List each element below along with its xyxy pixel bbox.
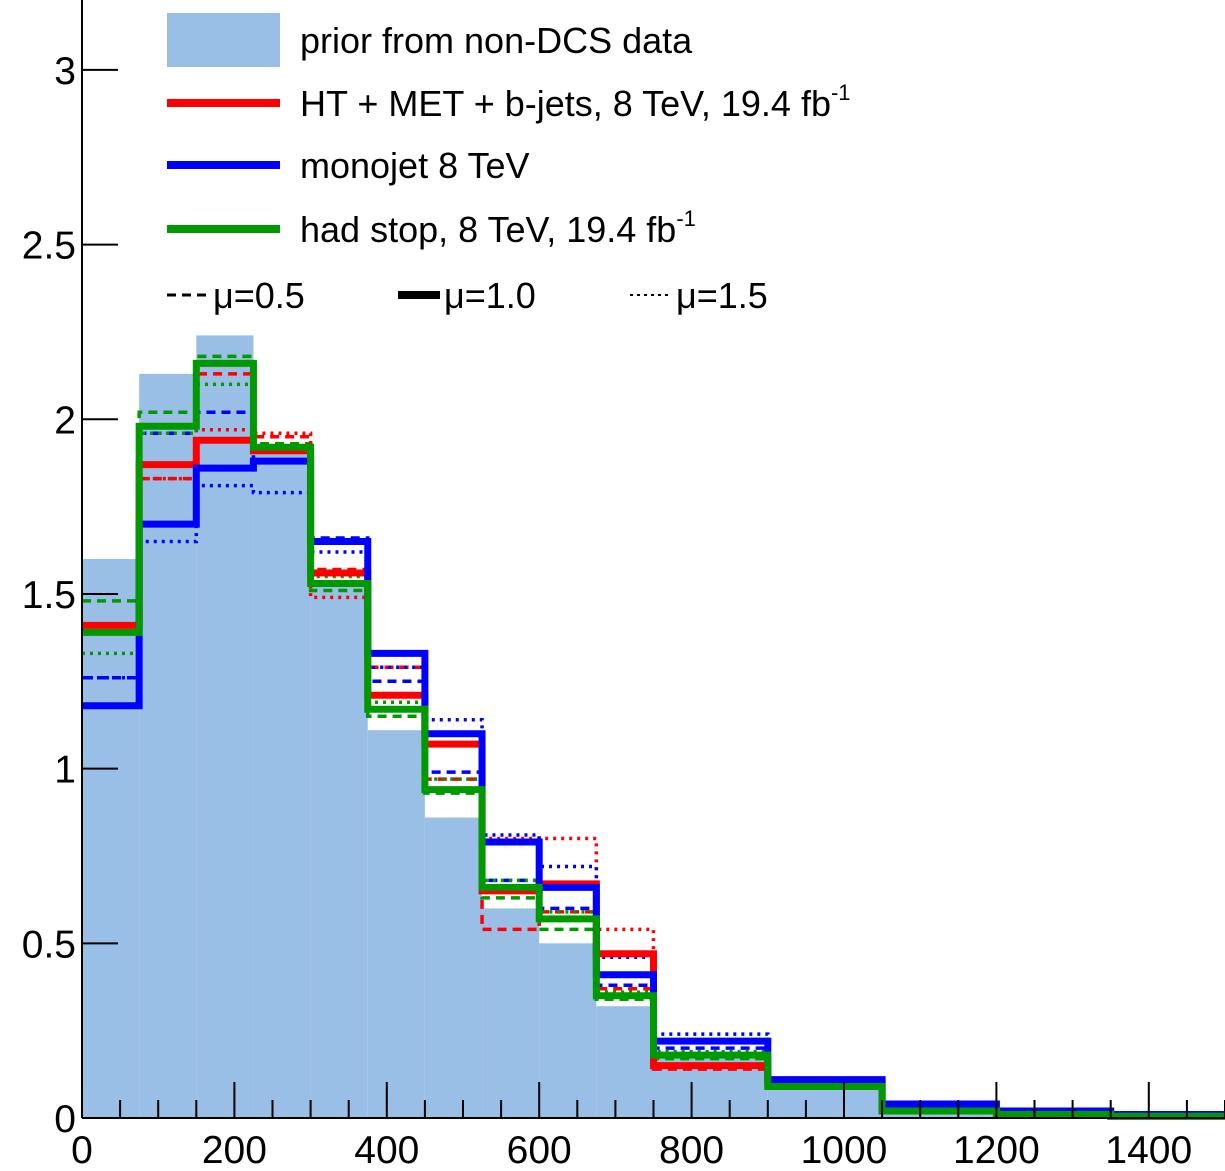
prior-bar <box>139 373 197 1118</box>
x-tick-label: 800 <box>659 1129 724 1171</box>
legend-label: prior from non-DCS data <box>300 20 693 61</box>
mu-legend-label: μ=1.0 <box>444 275 536 316</box>
prior-bar <box>196 335 254 1118</box>
y-tick-label: 1 <box>54 749 76 792</box>
legend: prior from non-DCS data HT + MET + b-jets… <box>167 13 851 316</box>
prior-bar <box>424 817 483 1118</box>
legend-swatch-prior <box>167 13 280 67</box>
mu-legend-label: μ=0.5 <box>213 275 305 316</box>
prior-histogram <box>82 335 1225 1118</box>
series-line-mu-1.5-0000ff <box>82 483 1225 1117</box>
prior-bar <box>596 1006 654 1118</box>
prior-bar <box>367 730 425 1118</box>
series-line-mu-1.5-009900 <box>82 382 1225 1118</box>
y-tick-label: 2.5 <box>22 225 76 268</box>
y-tick-label: 2 <box>54 399 76 442</box>
prior-bar <box>310 579 368 1118</box>
series-line-mu-1.0-009900 <box>82 359 1225 1120</box>
y-tick-label: 3 <box>54 50 76 93</box>
legend-label: monojet 8 TeV <box>300 145 529 186</box>
x-tick-label: 0 <box>71 1129 93 1171</box>
y-tick-label: 0 <box>54 1098 76 1141</box>
x-tick-label: 400 <box>354 1129 419 1171</box>
prior-bar <box>82 559 140 1118</box>
y-tick-label: 0.5 <box>22 923 76 966</box>
y-tick-label: 1.5 <box>22 574 76 617</box>
series-line-mu-1.0-0000ff <box>82 457 1225 1119</box>
prior-bar <box>539 943 597 1118</box>
x-tick-label: 200 <box>202 1129 267 1171</box>
mu-legend-label: μ=1.5 <box>676 275 768 316</box>
mu-1.0-series-group <box>82 359 1225 1120</box>
axes: 0 200 400 600 800 1000 1200 1400 0 0.5 1 1.5 2 2.5 3 <box>22 0 1225 1171</box>
x-tick-label: 1200 <box>953 1129 1040 1171</box>
x-tick-label: 1000 <box>801 1129 888 1171</box>
prior-bar <box>253 447 311 1118</box>
x-tick-label: 1400 <box>1105 1129 1192 1171</box>
prior-bar <box>767 1090 883 1118</box>
prior-bar <box>482 908 540 1118</box>
legend-label: had stop, 8 TeV, 19.4 fb-1 <box>300 206 696 250</box>
x-tick-label: 600 <box>507 1129 572 1171</box>
legend-label: HT + MET + b-jets, 8 TeV, 19.4 fb-1 <box>300 80 851 124</box>
